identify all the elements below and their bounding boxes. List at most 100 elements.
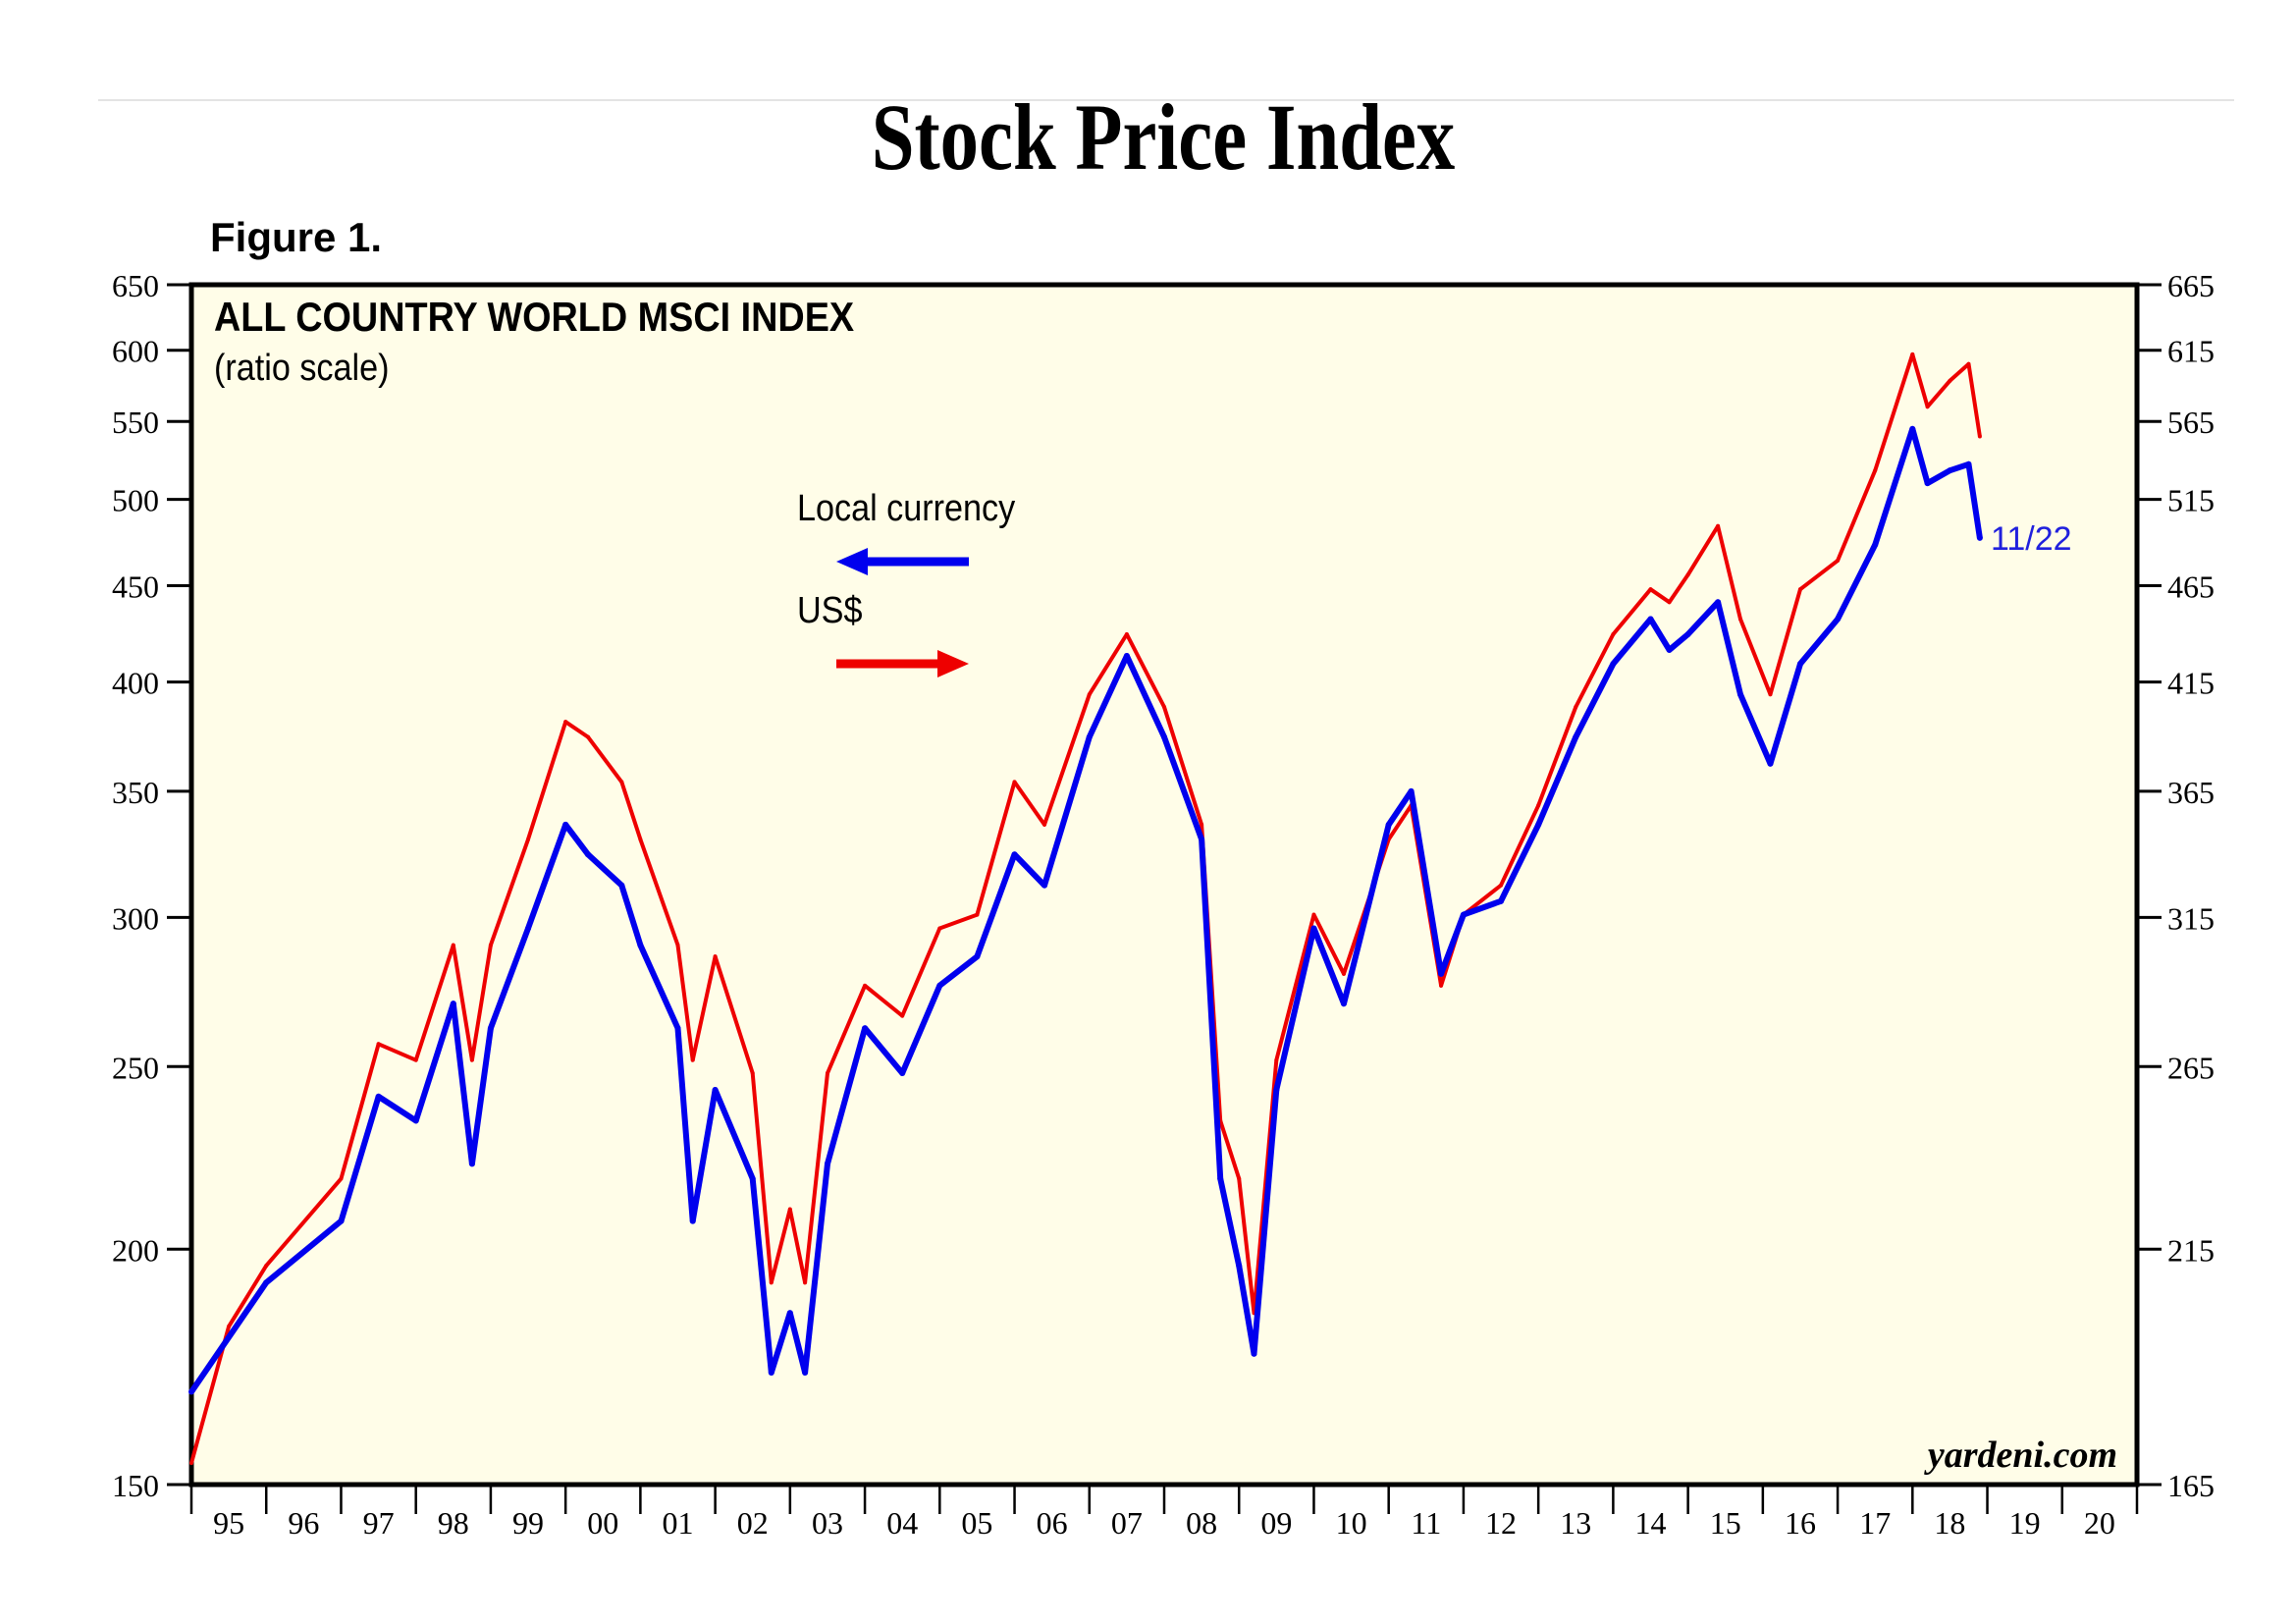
local-currency-point	[862, 1025, 869, 1032]
local-currency-point	[1872, 541, 1879, 548]
x-tick-label: 02	[737, 1505, 769, 1541]
local-currency-point	[338, 1218, 345, 1224]
x-tick-label: 01	[663, 1505, 694, 1541]
usd-point	[1925, 405, 1930, 409]
left-tick-label: 500	[112, 483, 159, 518]
local-currency-point	[450, 1001, 456, 1007]
local-currency-point	[1924, 480, 1931, 487]
x-tick-label: 16	[1785, 1505, 1816, 1541]
local-currency-point	[1385, 821, 1392, 828]
chart-subtitle: (ratio scale)	[214, 346, 390, 388]
right-tick-label: 365	[2167, 775, 2215, 810]
local-currency-point	[1647, 616, 1654, 623]
local-currency-point	[1236, 1263, 1243, 1270]
local-currency-point	[674, 1025, 681, 1032]
usd-point	[638, 837, 643, 841]
right-tick-label: 265	[2167, 1050, 2215, 1085]
usd-point	[1797, 587, 1802, 592]
local-currency-point	[375, 1093, 382, 1100]
local-currency-point	[1408, 787, 1415, 794]
x-tick-label: 11	[1411, 1505, 1441, 1541]
series-lines	[188, 352, 1983, 1466]
usd-point	[563, 720, 568, 725]
x-tick-label: 98	[438, 1505, 469, 1541]
local-currency-point	[1199, 836, 1205, 842]
local-currency-point	[487, 1025, 494, 1032]
x-tick-label: 06	[1037, 1505, 1068, 1541]
usd-point	[1948, 378, 1952, 383]
left-tick-label: 250	[112, 1050, 159, 1085]
local-currency-point	[749, 1175, 756, 1182]
local-currency-point	[585, 851, 592, 858]
local-currency-point	[786, 1310, 793, 1317]
source-watermark: yardeni.com	[1924, 1435, 2117, 1476]
local-currency-point	[1438, 970, 1445, 977]
local-currency-point	[1161, 733, 1167, 740]
usd-point	[937, 926, 942, 931]
local-currency-point	[263, 1279, 270, 1286]
usd-point	[1667, 600, 1672, 605]
page-title: Stock Price Index	[872, 85, 1456, 189]
usd-point	[1042, 822, 1047, 827]
local-currency-point	[1835, 616, 1842, 623]
local-currency-point	[1340, 1001, 1347, 1007]
local-currency-point	[188, 1388, 194, 1395]
usd-point	[1910, 352, 1915, 356]
local-currency-point	[1796, 661, 1803, 668]
usd-point	[1237, 1176, 1242, 1181]
usd-point	[863, 983, 868, 988]
local-currency-point	[1498, 897, 1505, 904]
left-axis: 650 600 550 500 450 400 350 300 250 200 150	[112, 268, 191, 1503]
left-tick-label: 150	[112, 1468, 159, 1503]
usd-point	[1536, 803, 1541, 808]
local-currency-point	[1041, 882, 1048, 889]
local-currency-point	[1251, 1350, 1257, 1357]
x-tick-label: 95	[213, 1505, 244, 1541]
usd-point	[1311, 912, 1316, 917]
usd-point	[900, 1013, 905, 1018]
right-tick-label: 465	[2167, 568, 2215, 604]
local-currency-point	[1573, 733, 1579, 740]
right-tick-label: 515	[2167, 483, 2215, 518]
local-currency-point	[1715, 599, 1722, 606]
usd-point	[1124, 632, 1129, 637]
left-tick-label: 650	[112, 268, 159, 303]
usd-point	[1977, 434, 1982, 439]
usd-point	[675, 943, 680, 947]
local-currency-point	[1610, 661, 1617, 668]
usd-point	[619, 780, 624, 785]
local-currency-point	[1460, 911, 1467, 918]
usd-point	[1439, 983, 1444, 988]
right-tick-label: 565	[2167, 405, 2215, 440]
local-currency-point	[712, 1086, 719, 1093]
x-tick-label: 15	[1710, 1505, 1741, 1541]
usd-point	[690, 1057, 695, 1062]
usd-point	[339, 1176, 344, 1181]
x-tick-label: 07	[1111, 1505, 1143, 1541]
left-tick-label: 200	[112, 1232, 159, 1268]
local-currency-point	[618, 882, 625, 889]
usd-point	[1716, 523, 1721, 528]
local-currency-point	[468, 1161, 475, 1167]
usd-point	[189, 1461, 193, 1466]
left-tick-label: 600	[112, 334, 159, 369]
local-currency-point	[1535, 821, 1542, 828]
local-currency-point	[1217, 1175, 1224, 1182]
x-tick-label: 14	[1635, 1505, 1667, 1541]
usd-point	[769, 1280, 774, 1285]
x-tick-label: 04	[886, 1505, 918, 1541]
local-currency-point	[974, 953, 981, 960]
usd-point	[713, 954, 718, 959]
plot-area	[188, 282, 2140, 1488]
usd-point	[1087, 692, 1092, 697]
usd-point	[227, 1324, 232, 1328]
x-tick-label: 12	[1485, 1505, 1517, 1541]
usd-point	[1200, 822, 1204, 827]
usd-line	[189, 352, 1982, 1464]
usd-point	[1836, 558, 1841, 563]
local-currency-point	[899, 1069, 906, 1076]
local-currency-point	[936, 982, 943, 989]
usd-point	[803, 1280, 808, 1285]
left-tick-label: 350	[112, 775, 159, 810]
